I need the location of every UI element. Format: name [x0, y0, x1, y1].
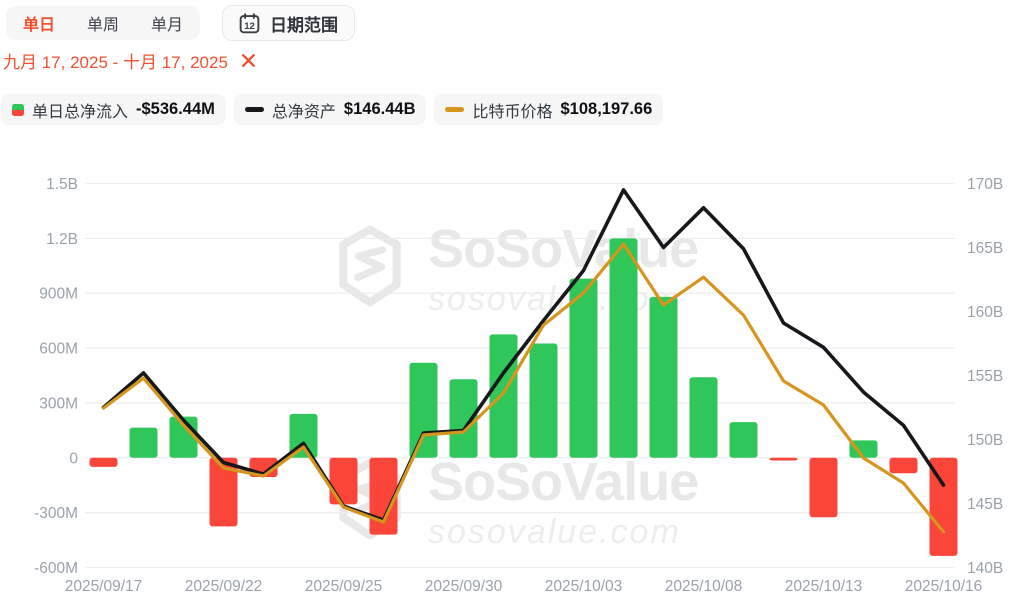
net-assets-legend-icon	[244, 107, 264, 112]
inflow-bar	[489, 334, 518, 458]
right-axis-tick: 145B	[967, 496, 1003, 513]
inflow-bar	[529, 343, 558, 458]
inflow-bar	[729, 422, 758, 458]
axis-labels: 1.5B 1.2B 900M 600M 300M 0 -300M -600M 170B 165B 1…	[34, 176, 1003, 595]
period-tab-group: 单日 单周 单月	[6, 6, 201, 40]
inflow-bar	[329, 457, 358, 505]
legend-value: -$536.44M	[136, 100, 215, 118]
left-axis-tick: 0	[69, 450, 78, 467]
tab-monthly[interactable]: 单月	[138, 7, 196, 39]
left-axis-tick: -600M	[34, 560, 78, 577]
chart-legend: 单日总净流入 -$536.44M 总净资产 $146.44B 比特币价格 $10…	[1, 94, 664, 125]
etf-flow-chart[interactable]: 1.5B 1.2B 900M 600M 300M 0 -300M -600M 170B 165B 1…	[0, 155, 1023, 605]
date-range-button-label: 日期范围	[270, 15, 339, 35]
x-axis-tick: 2025/09/22	[185, 578, 263, 595]
legend-label: 比特币价格	[472, 103, 553, 121]
inflow-bar	[89, 457, 118, 467]
close-icon	[241, 54, 255, 67]
x-axis-tick: 2025/10/13	[785, 578, 863, 595]
right-axis-tick: 160B	[967, 304, 1003, 321]
right-axis-tick: 140B	[967, 560, 1003, 577]
inflow-bar	[769, 457, 798, 461]
inflow-bar	[929, 457, 958, 556]
inflow-bar	[449, 379, 478, 458]
x-axis-tick: 2025/09/17	[65, 578, 143, 595]
right-axis-tick: 155B	[967, 368, 1003, 385]
net-assets-line	[101, 188, 946, 522]
inflow-bar	[609, 238, 638, 458]
x-axis-tick: 2025/10/08	[665, 578, 743, 595]
left-axis-tick: 600M	[39, 341, 78, 358]
legend-item-btc-price[interactable]: 比特币价格 $108,197.66	[434, 94, 664, 125]
inflow-bar	[409, 362, 438, 458]
left-axis-tick: 1.2B	[46, 231, 78, 248]
btc-price-line	[101, 242, 946, 534]
x-axis-tick: 2025/09/25	[305, 578, 383, 595]
x-axis-tick: 2025/10/03	[545, 578, 623, 595]
inflow-bar	[209, 457, 238, 527]
calendar-icon-number: 12	[244, 21, 255, 32]
inflow-bar	[689, 377, 718, 458]
left-axis-tick: 300M	[39, 395, 78, 412]
x-axis-tick: 2025/09/30	[425, 578, 503, 595]
legend-item-net-inflow[interactable]: 单日总净流入 -$536.44M	[1, 94, 226, 125]
net-inflow-bars[interactable]	[89, 238, 958, 556]
inflow-bar	[649, 296, 678, 458]
legend-item-net-assets[interactable]: 总净资产 $146.44B	[233, 94, 427, 125]
x-axis-tick: 2025/10/16	[905, 578, 983, 595]
right-axis-tick: 170B	[967, 176, 1003, 193]
inflow-bar	[369, 457, 398, 535]
right-axis-tick: 165B	[967, 240, 1003, 257]
date-range-text: 九月 17, 2025 - 十月 17, 2025	[3, 53, 228, 72]
date-filter: 九月 17, 2025 - 十月 17, 2025	[3, 48, 256, 73]
left-axis-tick: 1.5B	[46, 176, 78, 193]
left-axis-tick: 900M	[39, 286, 78, 303]
clear-date-range-button[interactable]	[241, 53, 256, 68]
legend-value: $108,197.66	[560, 100, 653, 118]
inflow-bar	[129, 427, 158, 458]
legend-label: 总净资产	[271, 103, 336, 121]
inflow-bar	[849, 440, 878, 458]
inflow-bar	[889, 457, 918, 474]
tab-daily[interactable]: 单日	[10, 7, 68, 39]
date-range-button[interactable]: 12 日期范围	[222, 5, 356, 41]
legend-label: 单日总净流入	[32, 103, 129, 121]
net-inflow-legend-icon	[12, 103, 24, 116]
toolbar: 单日 单周 单月 12 日期范围	[6, 5, 356, 41]
right-axis-tick: 150B	[967, 432, 1003, 449]
left-axis-tick: -300M	[34, 505, 78, 522]
tab-weekly[interactable]: 单周	[74, 7, 132, 39]
inflow-bar	[809, 457, 838, 518]
inflow-bar	[569, 278, 598, 458]
legend-value: $146.44B	[343, 100, 416, 118]
calendar-icon: 12	[239, 12, 260, 33]
btc-price-legend-icon	[445, 107, 465, 112]
